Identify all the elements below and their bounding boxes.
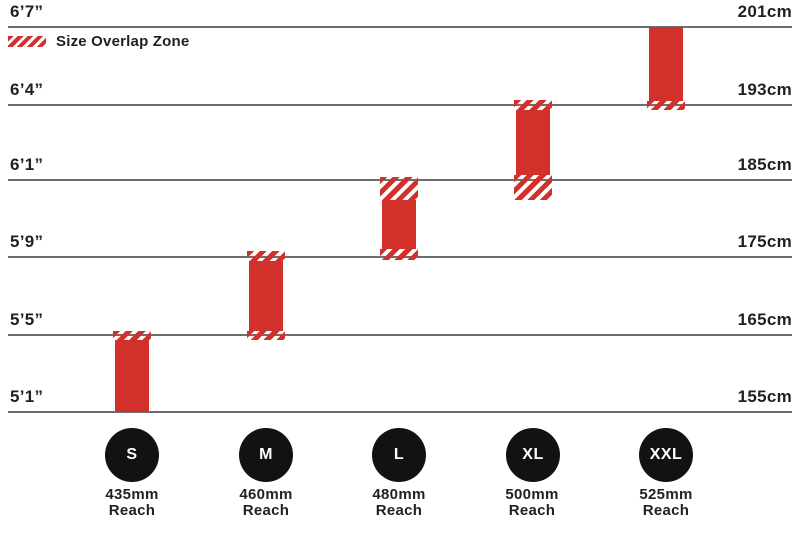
gridline [8, 411, 792, 413]
ytick-right-193cm: 193cm [737, 80, 792, 99]
ytick-right-165cm: 165cm [737, 310, 792, 329]
ytick-left-5ft1: 5’1” [10, 387, 44, 406]
size-m-bar-overlap-bottom [246, 331, 285, 340]
reach-word-m: Reach [242, 502, 290, 519]
size-xl-bar-overlap-top [513, 100, 552, 110]
legend: Size Overlap Zone [8, 32, 190, 50]
size-xl-bar-solid [515, 110, 550, 175]
reach-label-m: 460mm Reach [216, 487, 316, 519]
size-m-bar-solid [248, 261, 283, 331]
reach-label-xl: 500mm Reach [482, 487, 582, 519]
reach-label-xxl: 525mm Reach [616, 487, 716, 519]
gridline [8, 334, 792, 336]
reach-word-xl: Reach [508, 502, 556, 519]
reach-word-s: Reach [108, 502, 156, 519]
overlap-zone-hatch-swatch-icon [8, 35, 46, 47]
reach-label-l: 480mm Reach [349, 487, 449, 519]
size-badge-l: L [372, 428, 426, 482]
reach-word-xxl: Reach [642, 502, 690, 519]
ytick-left-6ft4: 6’4” [10, 80, 44, 99]
size-l-bar-overlap-top [380, 177, 418, 200]
ytick-left-5ft5: 5’5” [10, 310, 44, 329]
ytick-left-5ft9: 5’9” [10, 232, 44, 251]
size-xxl-bar-overlap-bottom [647, 101, 685, 110]
ytick-left-6ft7: 6’7” [10, 2, 44, 21]
reach-value-s: 435mm [105, 486, 159, 503]
size-badge-s: S [105, 428, 159, 482]
ytick-left-6ft1: 6’1” [10, 155, 44, 174]
reach-value-xl: 500mm [505, 486, 559, 503]
reach-label-s: 435mm Reach [82, 487, 182, 519]
ytick-right-185cm: 185cm [737, 155, 792, 174]
size-m-bar-overlap-top [246, 251, 285, 261]
ytick-right-201cm: 201cm [737, 2, 792, 21]
reach-value-xxl: 525mm [639, 486, 693, 503]
size-badge-m: M [239, 428, 293, 482]
size-l-bar-overlap-bottom [380, 249, 418, 260]
reach-value-m: 460mm [239, 486, 293, 503]
size-badge-xxl: XXL [639, 428, 693, 482]
size-badge-xl: XL [506, 428, 560, 482]
size-s-bar-overlap-top [113, 331, 151, 340]
size-l-bar-solid [382, 200, 416, 249]
size-xxl-bar-solid [649, 27, 683, 101]
reach-value-l: 480mm [372, 486, 426, 503]
size-s-bar-solid [115, 340, 149, 412]
legend-label: Size Overlap Zone [56, 32, 190, 50]
ytick-right-155cm: 155cm [737, 387, 792, 406]
size-xl-bar-overlap-bottom [513, 175, 552, 200]
gridline [8, 104, 792, 106]
reach-word-l: Reach [375, 502, 423, 519]
ytick-right-175cm: 175cm [737, 232, 792, 251]
gridline [8, 26, 792, 28]
